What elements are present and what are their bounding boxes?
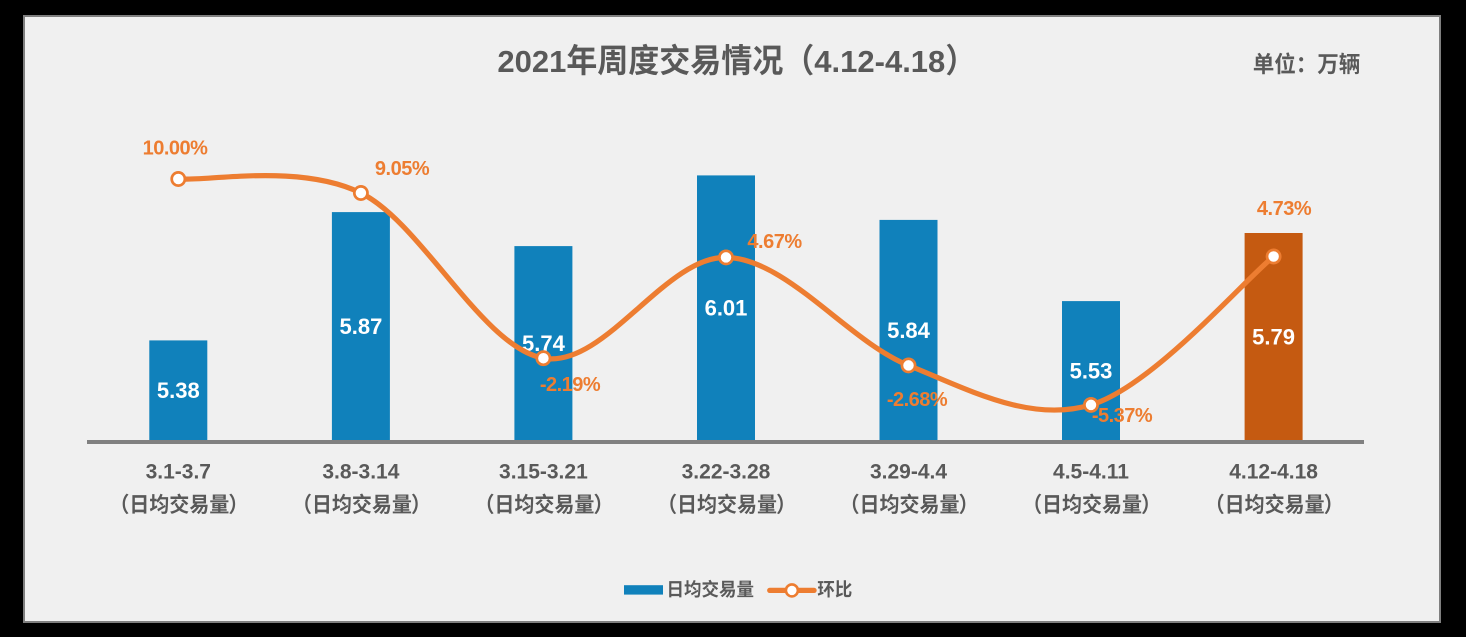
svg-text:3.22-3.28: 3.22-3.28 bbox=[682, 461, 771, 484]
svg-text:3.8-3.14: 3.8-3.14 bbox=[322, 461, 399, 484]
svg-text:4.73%: 4.73% bbox=[1257, 198, 1312, 220]
svg-text:3.29-4.4: 3.29-4.4 bbox=[870, 461, 947, 484]
svg-text:6.01: 6.01 bbox=[705, 296, 748, 321]
svg-text:4.12-4.18: 4.12-4.18 bbox=[1229, 461, 1318, 484]
svg-text:3.15-3.21: 3.15-3.21 bbox=[499, 461, 588, 484]
svg-text:4.12-4.18: 4.12-4.18 bbox=[814, 44, 945, 79]
svg-text:-2.68%: -2.68% bbox=[887, 389, 948, 411]
svg-text:4.5-4.11: 4.5-4.11 bbox=[1053, 461, 1129, 484]
svg-text:4.67%: 4.67% bbox=[747, 231, 802, 253]
svg-text:5.38: 5.38 bbox=[157, 378, 200, 403]
svg-text:-5.37%: -5.37% bbox=[1092, 405, 1153, 427]
svg-text:2021: 2021 bbox=[497, 44, 566, 79]
svg-text:3.1-3.7: 3.1-3.7 bbox=[146, 461, 211, 484]
svg-text:5.87: 5.87 bbox=[339, 314, 382, 339]
svg-text:9.05%: 9.05% bbox=[375, 158, 430, 180]
svg-text:10.00%: 10.00% bbox=[143, 138, 209, 160]
svg-text:5.79: 5.79 bbox=[1252, 325, 1295, 350]
svg-text:5.53: 5.53 bbox=[1070, 359, 1113, 384]
svg-text:-2.19%: -2.19% bbox=[540, 374, 601, 396]
svg-text:5.84: 5.84 bbox=[887, 318, 931, 343]
